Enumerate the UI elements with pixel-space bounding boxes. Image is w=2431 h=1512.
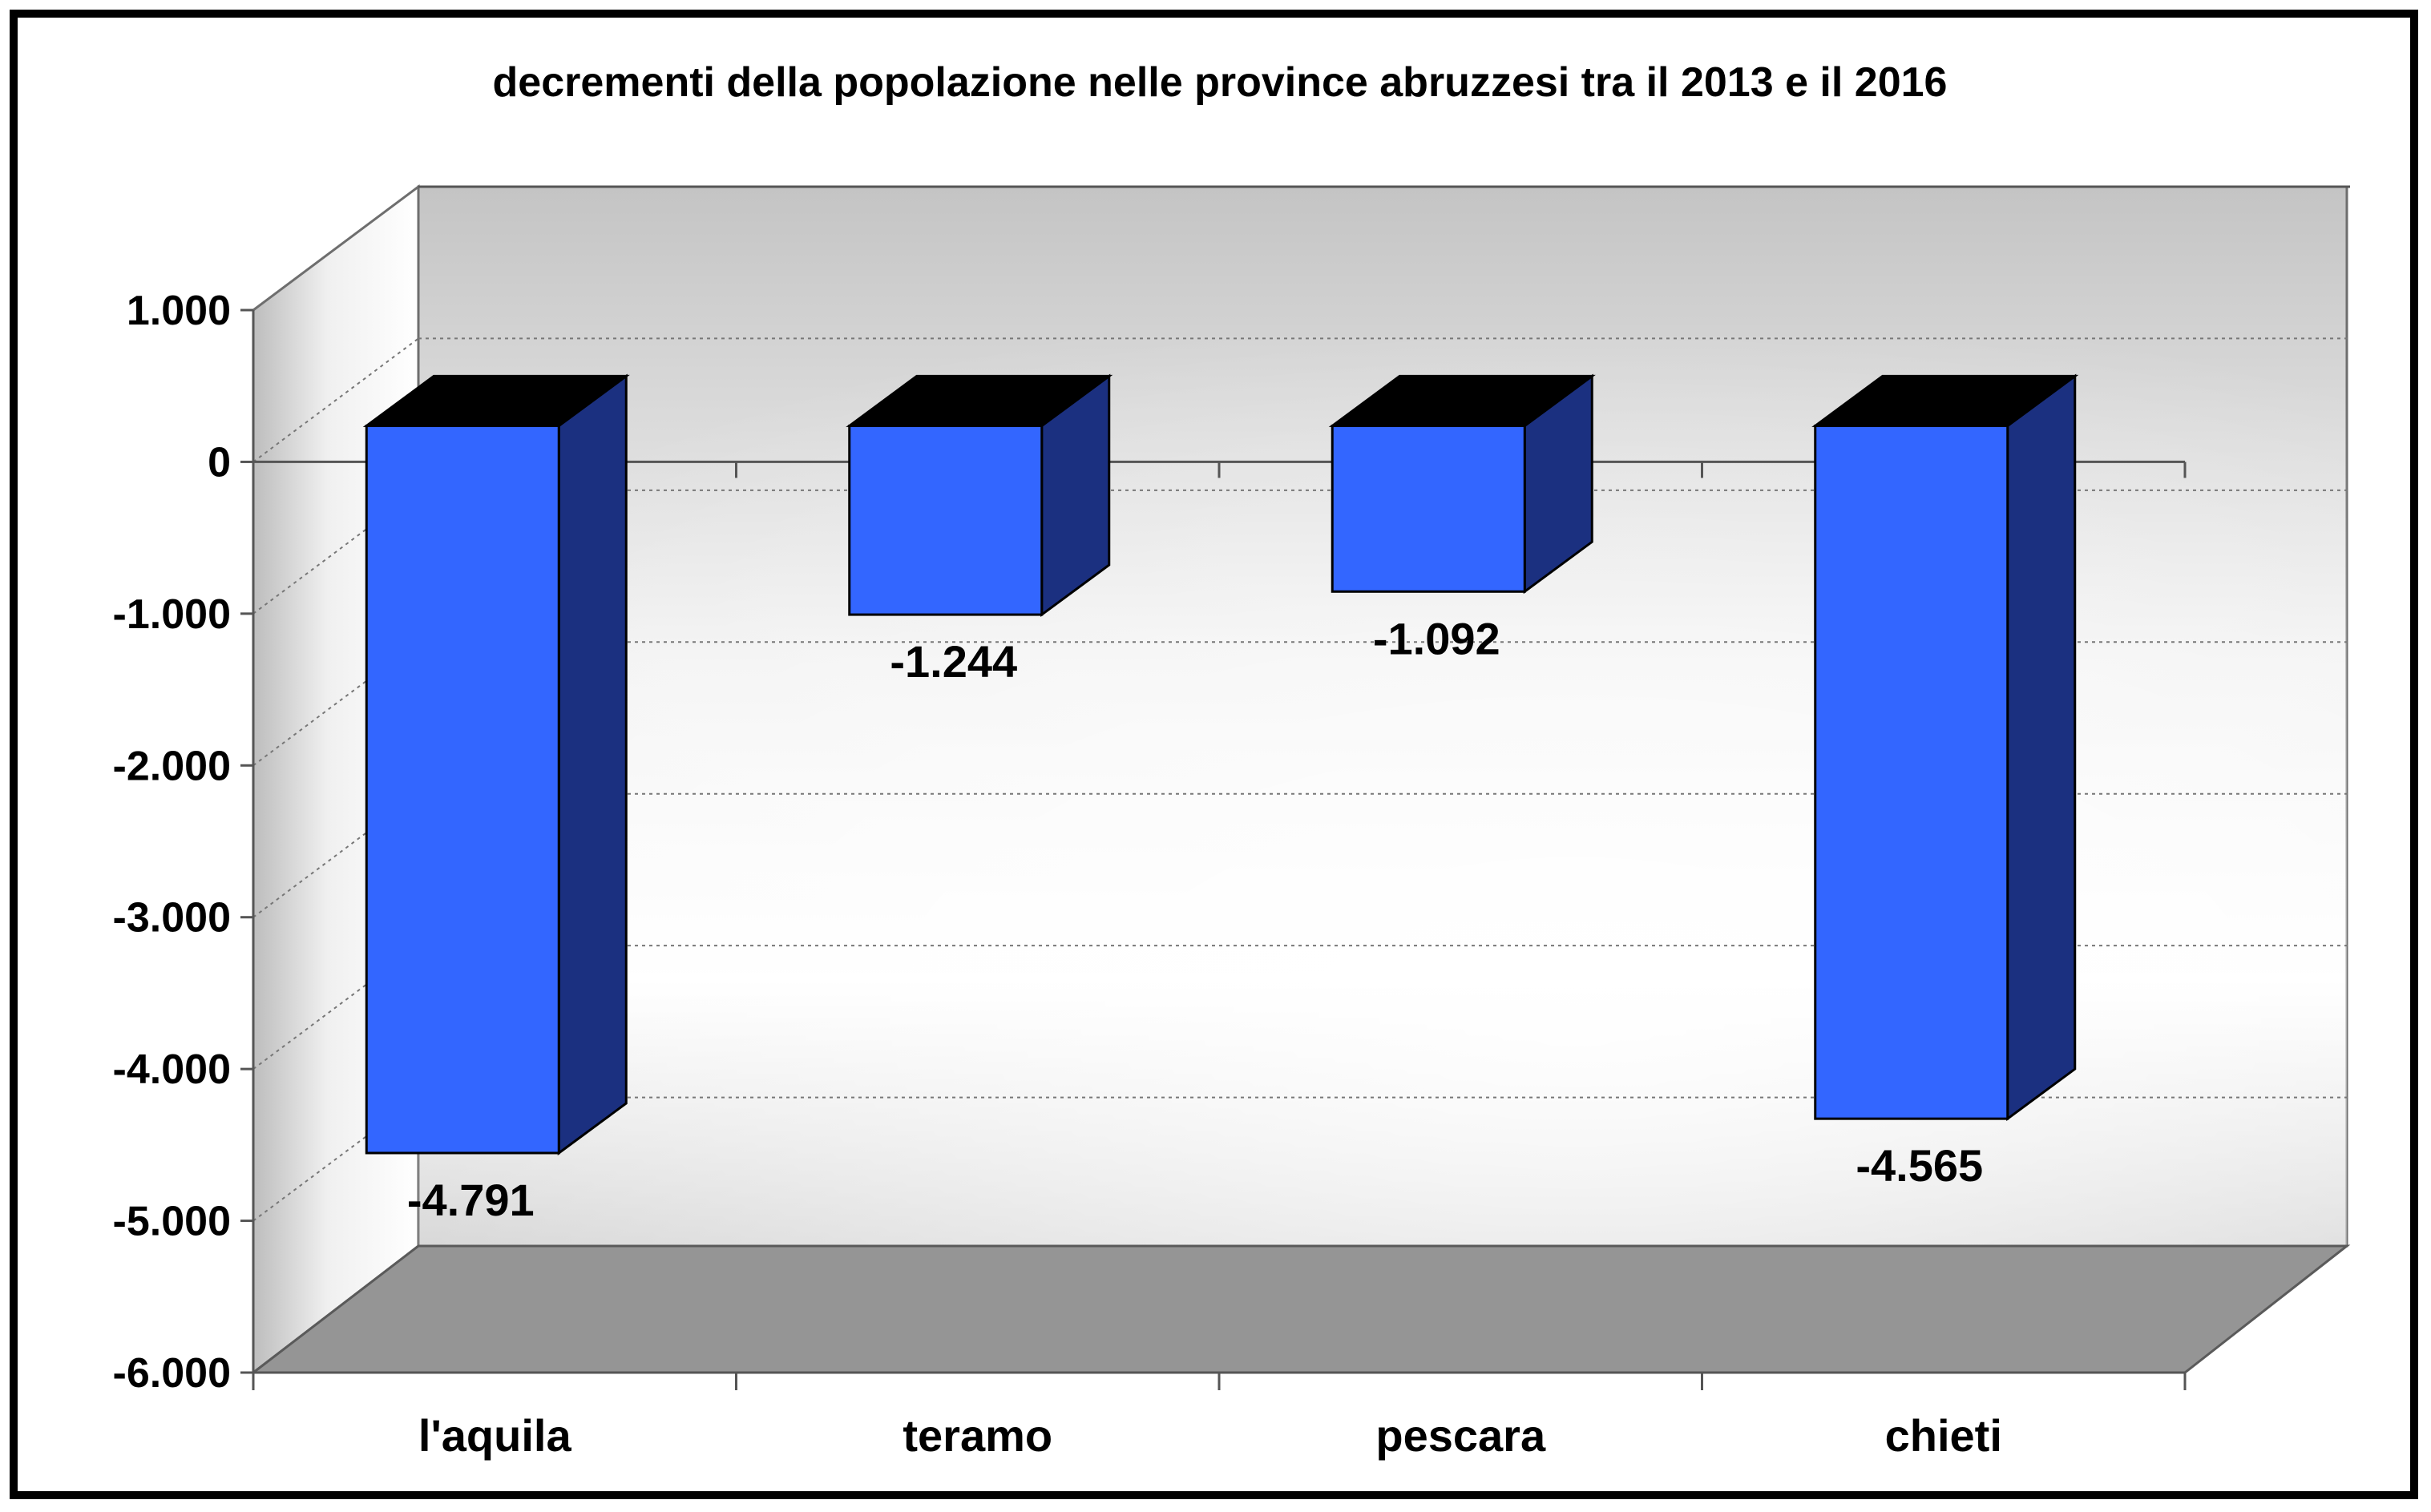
bar [848,424,1044,616]
y-tick-label: -4.000 [113,1046,231,1093]
y-tick-label: -1.000 [113,591,231,638]
bar [1331,424,1526,593]
data-label: -1.092 [1373,613,1500,663]
gridline-side [252,490,419,615]
y-tick-label: -3.000 [113,895,231,941]
gridline-side [252,1096,419,1222]
bars [362,373,2079,1155]
data-label: -4.565 [1856,1140,1983,1191]
bar [1814,424,2009,1120]
x-tick-label: teramo [903,1410,1052,1461]
x-tick-label: l'aquila [418,1410,572,1461]
gridline-side [252,945,419,1070]
bar-side [557,373,628,1155]
x-tick-label: pescara [1375,1410,1546,1461]
y-tick-label: -6.000 [113,1350,231,1397]
gridline-side [252,792,419,918]
data-label: -4.791 [407,1175,535,1225]
labels: 1.000 0 -1.000 -2.000 -3.000 -4.000 -5.000 -6.0… [113,288,2002,1461]
y-tick-label: -5.000 [113,1199,231,1245]
y-tick-label: 1.000 [127,288,231,334]
gridline-side [252,641,419,767]
floor [249,1244,2351,1374]
x-tick-label: chieti [1885,1410,2002,1461]
y-tick-label: -2.000 [113,743,231,789]
chart-frame [10,10,2418,1499]
chart-title: decrementi della popolazione nelle provi… [493,59,1948,106]
data-label: -1.244 [890,636,1017,687]
bar [365,424,560,1155]
y-tick-label: 0 [208,439,231,486]
gridline-side [252,337,419,463]
bar-side [2006,373,2077,1122]
